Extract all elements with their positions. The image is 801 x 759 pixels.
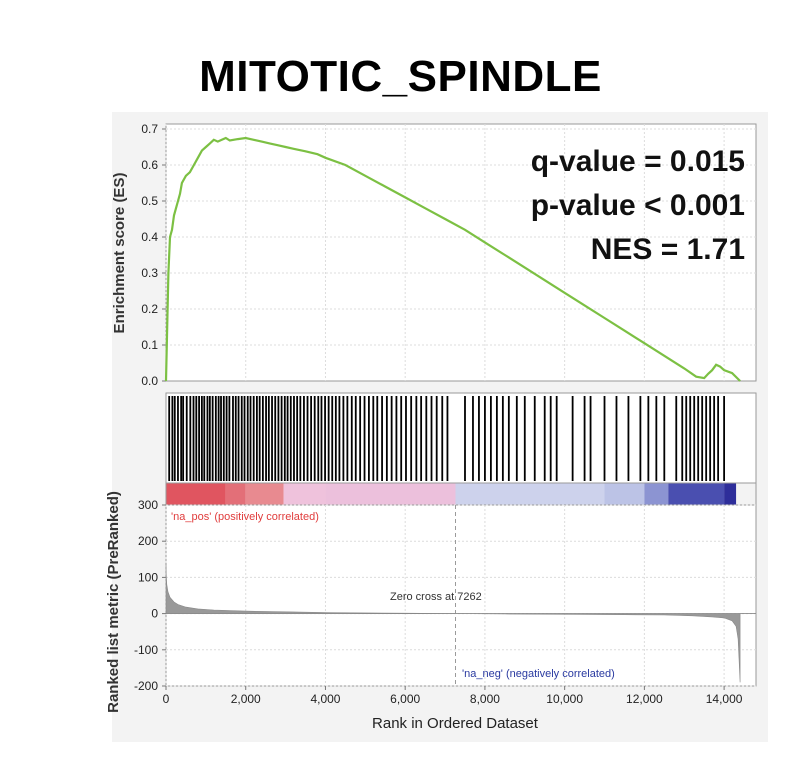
color-segment [455,483,605,505]
metric-y-tick-label: 100 [138,570,158,584]
x-tick-label: 12,000 [626,692,663,706]
metric-y-tick-label: -100 [134,643,158,657]
metric-y-tick-label: -200 [134,679,158,693]
metric-y-tick-label: 200 [138,534,158,548]
hits-area [165,392,757,484]
es-y-tick-label: 0.6 [141,158,158,172]
es-y-tick-label: 0.3 [141,266,158,280]
x-tick-label: 0 [163,692,170,706]
p-value-label: p-value < 0.001 [531,189,745,222]
metric-y-tick-label: 0 [151,607,158,621]
es-y-tick-label: 0.7 [141,122,158,136]
es-curve [164,136,741,382]
x-axis: 0 2,000 4,000 6,000 8,000 10,000 12,000 14,000 [163,686,743,706]
color-segment [166,483,226,505]
metric-y-tick-label: 300 [138,498,158,512]
color-segment [724,483,737,505]
es-y-tick-label: 0.1 [141,338,158,352]
gene-hits [168,396,726,481]
es-plot-area [165,123,757,382]
zero-cross-label: Zero cross at 7262 [390,591,482,603]
color-segment [283,483,326,505]
color-segment [325,483,456,505]
es-y-tick-label: 0.4 [141,230,158,244]
x-tick-label: 6,000 [390,692,420,706]
x-tick-label: 14,000 [706,692,743,706]
x-tick-label: 8,000 [470,692,500,706]
x-tick-label: 2,000 [231,692,261,706]
es-y-tick-label: 0.5 [141,194,158,208]
metric-plot-area [165,504,757,687]
es-panel: 0.0 0.1 0.2 0.3 0.4 0.5 0.6 0.7 Enrichment scor… [111,122,757,388]
es-y-axis-label: Enrichment score (ES) [111,173,128,334]
ranking-color-bar [166,483,737,505]
metric-area [165,562,741,683]
es-y-tick-label: 0.2 [141,302,158,316]
metric-y-axis-label: Ranked list metric (PreRanked) [105,491,122,713]
hits-panel [165,392,757,484]
metric-y-axis: 300 200 100 0 -100 -200 [134,498,166,693]
color-segment [225,483,246,505]
es-y-tick-label: 0.0 [141,374,158,388]
x-axis-label: Rank in Ordered Dataset [372,715,539,732]
nes-label: NES = 1.71 [591,233,745,266]
q-value-label: q-value = 0.015 [531,145,745,178]
color-segment [644,483,669,505]
metric-panel: 300 200 100 0 -100 -200 0 2,000 4,000 6,000 8,000… [105,491,757,732]
x-tick-label: 4,000 [310,692,340,706]
color-segment [668,483,725,505]
es-y-axis: 0.0 0.1 0.2 0.3 0.4 0.5 0.6 0.7 [141,122,166,388]
negative-label: 'na_neg' (negatively correlated) [462,668,615,680]
positive-label: 'na_pos' (positively correlated) [171,511,319,523]
color-segment [604,483,645,505]
x-tick-label: 10,000 [546,692,583,706]
color-segment [245,483,284,505]
es-gridlines [165,124,756,381]
chart-title: MITOTIC_SPINDLE [199,52,602,101]
